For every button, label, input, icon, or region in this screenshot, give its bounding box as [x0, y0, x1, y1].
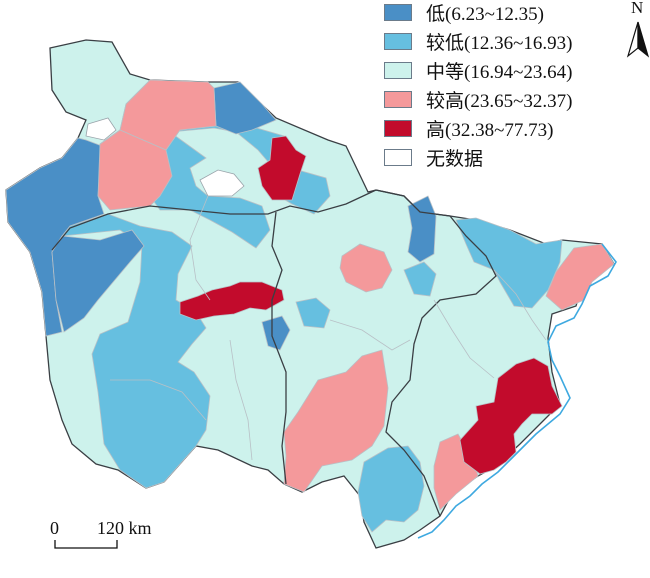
- legend-item-medium: 中等(16.94~23.64): [384, 58, 573, 83]
- scale-zero-label: 0: [50, 518, 59, 538]
- county-line-1: [99, 79, 151, 145]
- tier-low: [5, 81, 437, 351]
- legend-swatch-high: [384, 119, 412, 137]
- north-arrow-left-half: [626, 21, 639, 58]
- north-label: N: [631, 0, 644, 17]
- region-lower-northeast: [455, 217, 563, 309]
- county-line-6: [110, 379, 207, 421]
- region-higher-center: [339, 243, 393, 293]
- region-lower-west: [61, 213, 211, 489]
- legend-item-lower: 较低(12.36~16.93): [384, 29, 573, 54]
- legend-swatch-low: [384, 3, 412, 21]
- region-low-west: [5, 137, 105, 337]
- legend-label-low: 低(6.23~12.35): [426, 3, 544, 25]
- region-high-center: [179, 281, 285, 321]
- legend-item-higher: 较高(23.65~32.37): [384, 87, 573, 112]
- legend-swatch-nodata: [384, 148, 412, 166]
- province-boundaries: [51, 189, 497, 517]
- tier-higher: [97, 79, 615, 511]
- region-low-northeast: [407, 195, 437, 263]
- coastline: [417, 243, 617, 539]
- legend-label-nodata: 无数据: [426, 148, 484, 170]
- region-nodata-1: [85, 117, 117, 141]
- county-lines: [99, 79, 547, 461]
- tier-high: [179, 135, 563, 475]
- county-line-7: [229, 339, 253, 461]
- legend-item-nodata: 无数据: [384, 145, 484, 170]
- scale-bar-stroke: [54, 540, 118, 549]
- county-line-5: [493, 269, 547, 341]
- county-line-4: [433, 299, 495, 379]
- north-arrow-icon: [626, 21, 650, 58]
- legend-label-high: 高(32.38~77.73): [426, 119, 554, 141]
- county-line-2: [189, 195, 211, 301]
- legend-label-lower: 较低(12.36~16.93): [426, 32, 573, 54]
- legend-swatch-medium: [384, 61, 412, 79]
- legend-label-medium: 中等(16.94~23.64): [426, 61, 573, 83]
- county-line-3: [329, 319, 411, 351]
- region-lower-east-mid: [403, 261, 437, 297]
- boundary-line-2: [271, 211, 287, 485]
- region-higher-south: [283, 349, 389, 493]
- scale-bar-line: [54, 540, 118, 549]
- coastline-east: [417, 243, 617, 539]
- region-lower-center: [295, 297, 331, 329]
- region-low-north: [213, 81, 277, 135]
- scale-distance-label: 120 km: [97, 518, 152, 538]
- boundary-line-3: [375, 189, 497, 517]
- region-high-north: [257, 135, 307, 201]
- tier-nodata: [85, 117, 245, 197]
- north-arrow-right-half: [637, 21, 650, 58]
- region-higher-northwest: [97, 129, 173, 211]
- boundary-line-1: [51, 189, 377, 251]
- region-low-center: [261, 315, 291, 351]
- region-low-west2: [51, 229, 145, 333]
- legend-item-high: 高(32.38~77.73): [384, 116, 554, 141]
- legend-swatch-higher: [384, 90, 412, 108]
- legend-swatch-lower: [384, 32, 412, 50]
- region-high-coast: [459, 357, 563, 475]
- legend-label-higher: 较高(23.65~32.37): [426, 90, 573, 112]
- region-lower-south: [357, 445, 425, 533]
- legend-item-low: 低(6.23~12.35): [384, 0, 544, 25]
